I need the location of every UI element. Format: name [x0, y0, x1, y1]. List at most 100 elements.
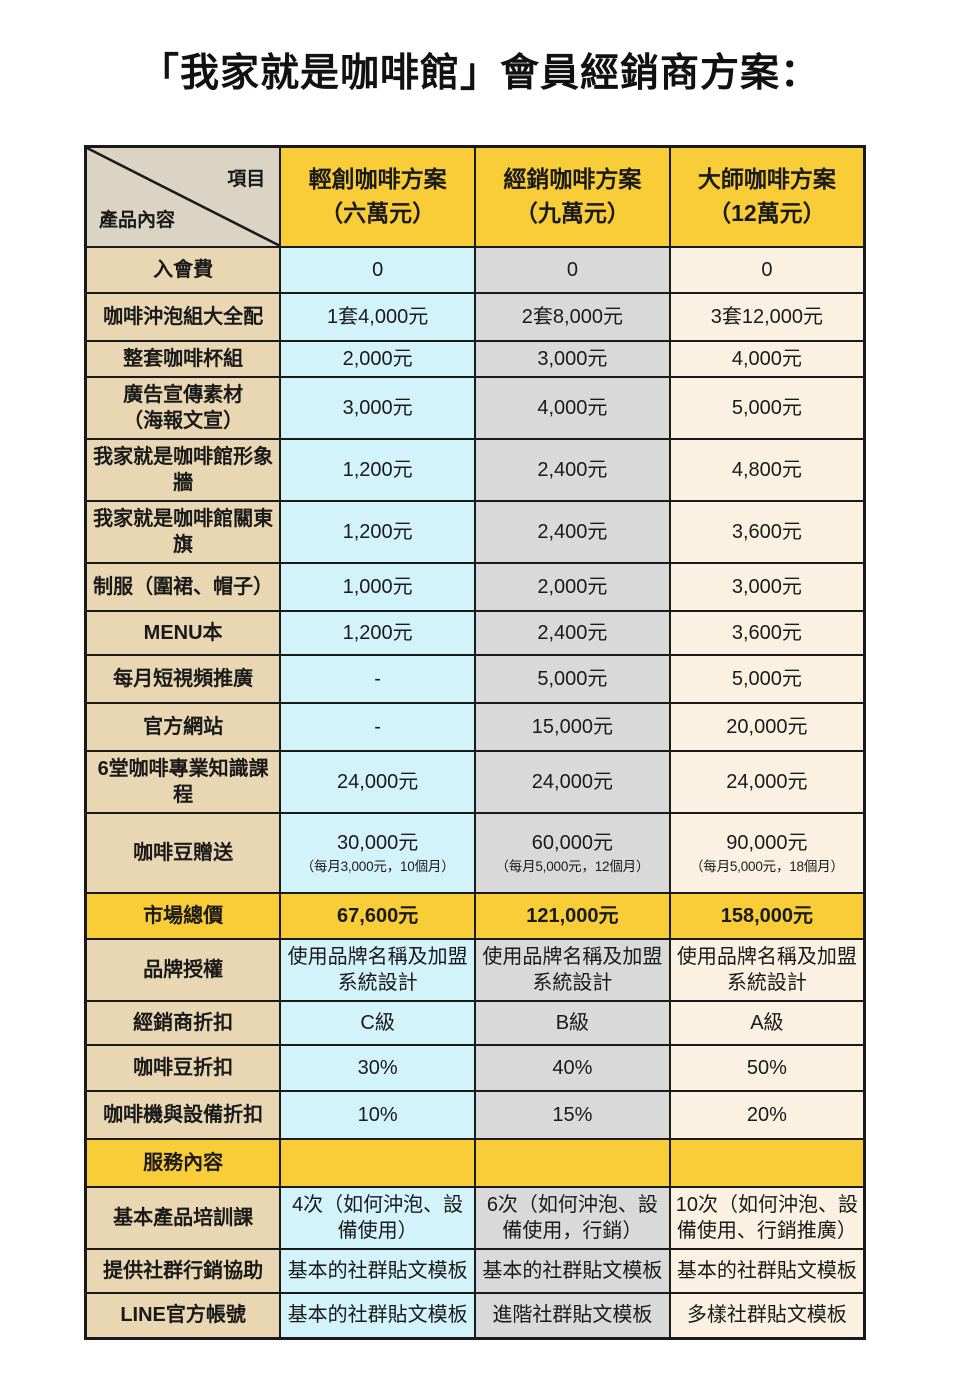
table-row: 咖啡沖泡組大全配 1套4,000元 2套8,000元 3套12,000元: [84, 291, 866, 342]
cell: -: [279, 701, 476, 752]
table-row: 官方網站 -15,000元 20,000元: [84, 701, 866, 752]
table-row: 服務內容: [84, 1137, 866, 1188]
row-label: 6堂咖啡專業知識課程: [84, 749, 282, 814]
cell: 6次（如何沖泡、設備使用，行銷）: [474, 1185, 671, 1250]
cell: 多樣社群貼文模板: [668, 1291, 866, 1340]
row-label: 咖啡豆贈送: [84, 811, 282, 894]
row-label: 基本產品培訓課: [84, 1185, 282, 1250]
row-label: 制服（圍裙、帽子）: [84, 561, 282, 612]
cell: 121,000元: [474, 891, 671, 940]
cell: 使用品牌名稱及加盟系統設計: [668, 937, 866, 1002]
cell: 3套12,000元: [668, 291, 866, 342]
cell: 3,600元: [668, 499, 866, 564]
cell: [668, 1137, 866, 1188]
cell: 24,000元: [668, 749, 866, 814]
cell: 15,000元: [474, 701, 671, 752]
cell: 0: [279, 245, 476, 294]
cell: 基本的社群貼文模板: [279, 1247, 476, 1294]
cell: 40%: [474, 1043, 671, 1092]
cell: [474, 1137, 671, 1188]
corner-diagonal-line: [87, 148, 279, 246]
cell: 2,400元: [474, 609, 671, 656]
table-row: 咖啡豆贈送 30,000元 （每月3,000元，10個月） 60,000元 （每月5,0…: [84, 811, 866, 894]
row-label: 服務內容: [84, 1137, 282, 1188]
table-row: 基本產品培訓課 4次（如何沖泡、設備使用） 6次（如何沖泡、設備使用，行銷） 10次（…: [84, 1185, 866, 1250]
header-row: 項目 產品內容 輕創咖啡方案 （六萬元） 經銷咖啡方案 （九萬元） 大師咖啡方案…: [84, 145, 866, 248]
corner-label-product: 產品內容: [99, 209, 176, 231]
cell-main-value: 30,000元: [337, 831, 419, 854]
page-title: 「我家就是咖啡館」會員經銷商方案：: [139, 52, 820, 95]
cell: 50%: [668, 1043, 866, 1092]
cell: A級: [668, 999, 866, 1046]
cell: 使用品牌名稱及加盟系統設計: [279, 937, 476, 1002]
cell: 4,800元: [668, 437, 866, 502]
cell: 1,000元: [279, 561, 476, 612]
cell: -: [279, 653, 476, 704]
cell: 5,000元: [668, 653, 866, 704]
cell: 10%: [279, 1089, 476, 1140]
cell: C級: [279, 999, 476, 1046]
cell: 4,000元: [668, 339, 866, 378]
row-label: 入會費: [84, 245, 282, 294]
cell-main-value: 90,000元: [726, 831, 808, 854]
row-label: 提供社群行銷協助: [84, 1247, 282, 1294]
table-row: 6堂咖啡專業知識課程 24,000元 24,000元 24,000元: [84, 749, 866, 814]
table-row: 制服（圍裙、帽子） 1,000元 2,000元 3,000元: [84, 561, 866, 612]
row-label: MENU本: [84, 609, 282, 656]
row-label: 我家就是咖啡館形象牆: [84, 437, 282, 502]
row-label: 經銷商折扣: [84, 999, 282, 1046]
cell: 2,000元: [279, 339, 476, 378]
cell: 1套4,000元: [279, 291, 476, 342]
membership-plans-table: 項目 產品內容 輕創咖啡方案 （六萬元） 經銷咖啡方案 （九萬元） 大師咖啡方案…: [84, 145, 866, 1340]
cell-main-value: 60,000元: [531, 831, 613, 854]
table-row: 我家就是咖啡館關東旗 1,200元 2,400元 3,600元: [84, 499, 866, 564]
cell-sub-note: （每月3,000元，10個月）: [300, 858, 455, 874]
table-row: 市場總價 67,600元 121,000元 158,000元: [84, 891, 866, 940]
cell: 1,200元: [279, 499, 476, 564]
cell: 67,600元: [279, 891, 476, 940]
cell: 基本的社群貼文模板: [279, 1291, 476, 1340]
cell: 30,000元 （每月3,000元，10個月）: [279, 811, 476, 894]
cell: 20%: [668, 1089, 866, 1140]
row-label: 咖啡沖泡組大全配: [84, 291, 282, 342]
cell: 進階社群貼文模板: [474, 1291, 671, 1340]
table-row: MENU本 1,200元 2,400元 3,600元: [84, 609, 866, 656]
table-row: 咖啡豆折扣 30% 40% 50%: [84, 1043, 866, 1092]
row-label: 官方網站: [84, 701, 282, 752]
cell: 基本的社群貼文模板: [474, 1247, 671, 1294]
corner-cell: 項目 產品內容: [84, 145, 282, 248]
table-row: 廣告宣傳素材 （海報文宣） 3,000元 4,000元 5,000元: [84, 375, 866, 440]
page: 「我家就是咖啡館」會員經銷商方案： 項目 產品內容 輕創咖啡方案 （六萬元） 經…: [0, 42, 960, 1400]
cell: 使用品牌名稱及加盟系統設計: [474, 937, 671, 1002]
table-row: 經銷商折扣 C級 B級 A級: [84, 999, 866, 1046]
table-row: 入會費 0 0 0: [84, 245, 866, 294]
cell: 3,000元: [279, 375, 476, 440]
row-label: 品牌授權: [84, 937, 282, 1002]
row-label: 廣告宣傳素材 （海報文宣）: [84, 375, 282, 440]
cell: 2,000元: [474, 561, 671, 612]
cell: 158,000元: [668, 891, 866, 940]
table-row: 品牌授權 使用品牌名稱及加盟系統設計 使用品牌名稱及加盟系統設計 使用品牌名稱及加盟系…: [84, 937, 866, 1002]
cell: 60,000元 （每月5,000元，12個月）: [474, 811, 671, 894]
column-header-plan-light: 輕創咖啡方案 （六萬元）: [279, 145, 476, 248]
row-label: LINE官方帳號: [84, 1291, 282, 1340]
table-row: LINE官方帳號 基本的社群貼文模板 進階社群貼文模板 多樣社群貼文模板: [84, 1291, 866, 1340]
table-body: 入會費 0 0 0 咖啡沖泡組大全配 1套4,000元 2套8,000元 3套12,000元整…: [84, 245, 866, 1340]
cell: 2套8,000元: [474, 291, 671, 342]
cell: 30%: [279, 1043, 476, 1092]
cell: 3,000元: [668, 561, 866, 612]
cell: B級: [474, 999, 671, 1046]
cell: 10次（如何沖泡、設備使用、行銷推廣）: [668, 1185, 866, 1250]
row-label: 每月短視頻推廣: [84, 653, 282, 704]
row-label: 咖啡機與設備折扣: [84, 1089, 282, 1140]
cell: 1,200元: [279, 609, 476, 656]
cell: [279, 1137, 476, 1188]
table-row: 提供社群行銷協助 基本的社群貼文模板 基本的社群貼文模板 基本的社群貼文模板: [84, 1247, 866, 1294]
cell: 5,000元: [668, 375, 866, 440]
cell: 20,000元: [668, 701, 866, 752]
column-header-plan-master: 大師咖啡方案 （12萬元）: [668, 145, 866, 248]
column-header-plan-distributor: 經銷咖啡方案 （九萬元）: [474, 145, 671, 248]
table-row: 整套咖啡杯組 2,000元 3,000元 4,000元: [84, 339, 866, 378]
cell: 0: [474, 245, 671, 294]
cell: 基本的社群貼文模板: [668, 1247, 866, 1294]
